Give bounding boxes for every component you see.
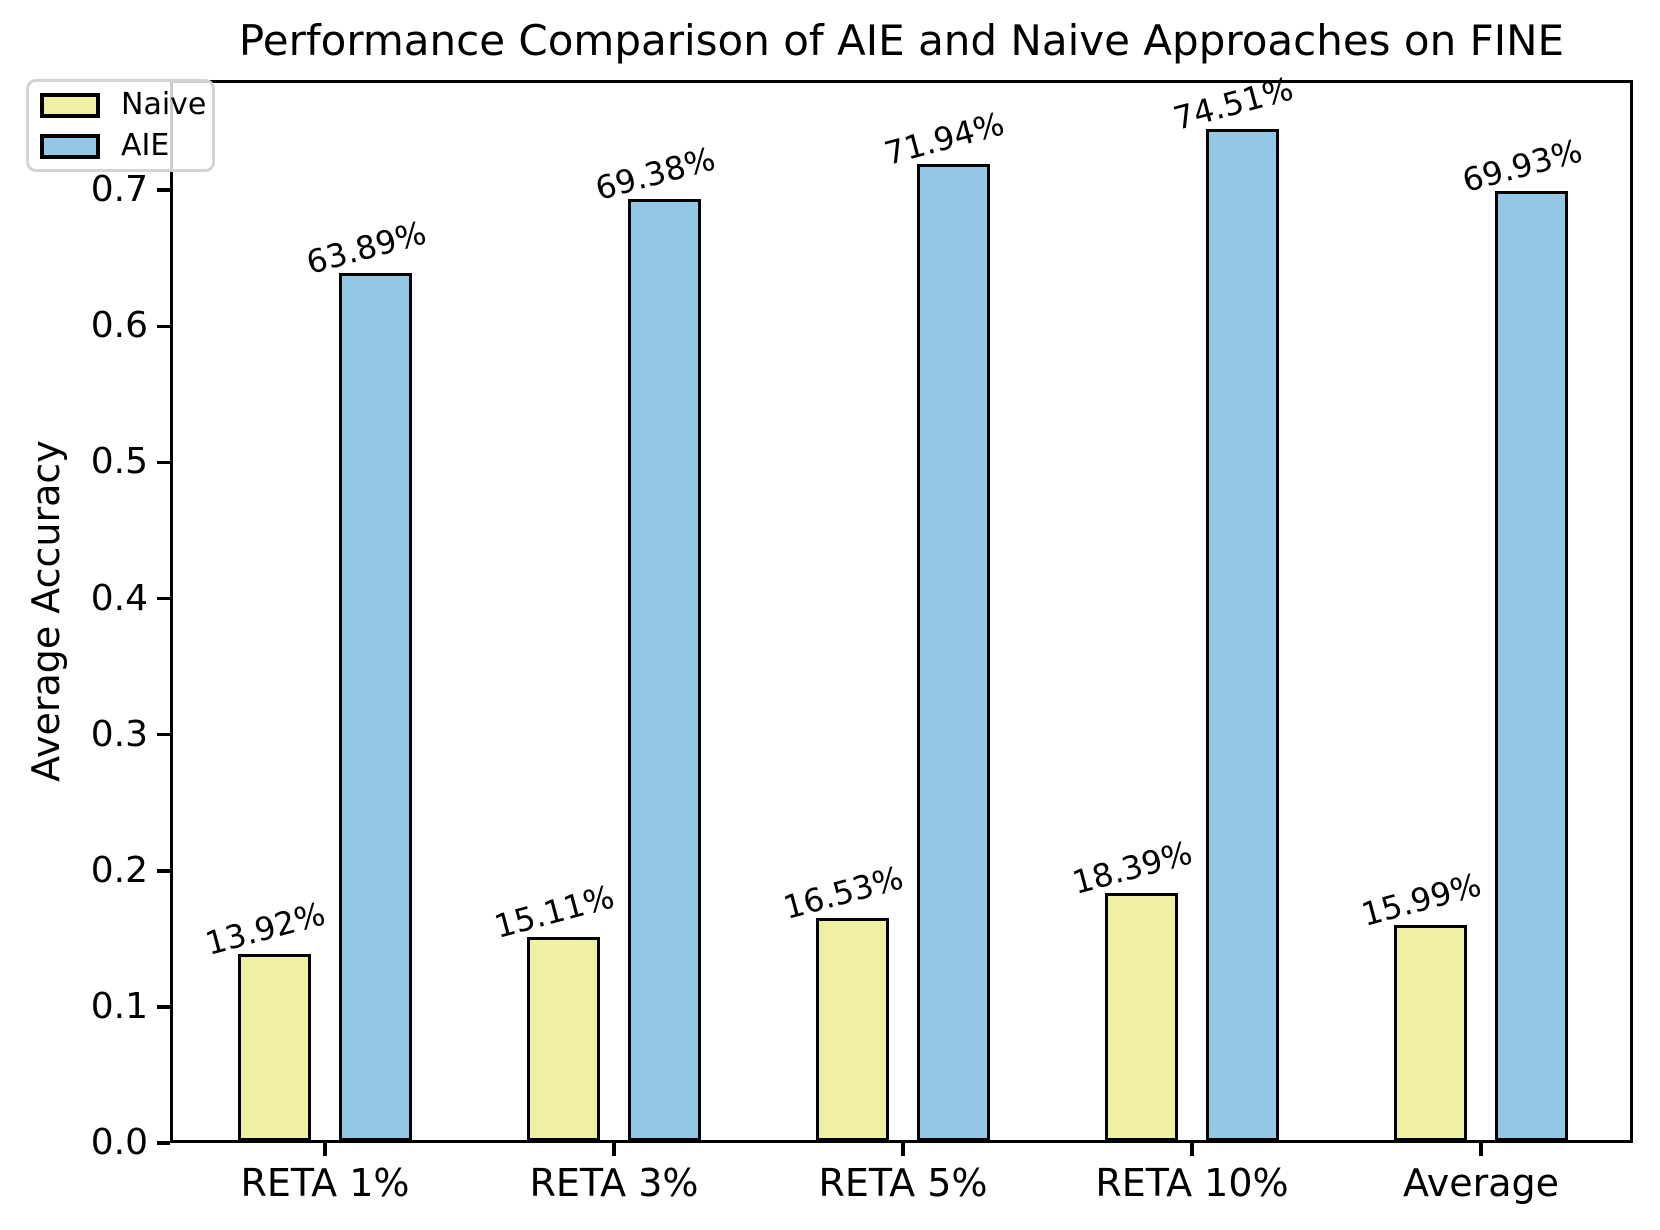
- legend-label-aie: AIE: [121, 128, 170, 163]
- y-tick-label: 0.6: [90, 305, 148, 347]
- x-tick-label-reta-5: RETA 5%: [818, 1161, 988, 1205]
- y-tick-mark: [157, 596, 170, 601]
- legend-item-naive: Naive: [40, 89, 212, 121]
- x-tick-label-reta-10: RETA 10%: [1095, 1161, 1289, 1205]
- y-tick-label: 0.7: [90, 169, 148, 211]
- legend-label-naive: Naive: [121, 87, 207, 122]
- x-tick-mark: [901, 1143, 905, 1156]
- y-tick-mark: [157, 460, 170, 465]
- x-tick-label-reta-1: RETA 1%: [240, 1161, 410, 1205]
- legend-item-aie: AIE: [40, 130, 212, 162]
- legend-swatch-aie-icon: [40, 133, 100, 159]
- bar-aie-reta-1: [339, 273, 412, 1141]
- bar-aie-reta-3: [628, 198, 701, 1141]
- bar-naive-reta-5: [816, 918, 889, 1141]
- x-tick-mark: [612, 1143, 616, 1156]
- x-tick-label-reta-3: RETA 3%: [529, 1161, 699, 1205]
- bar-naive-reta-1: [238, 953, 311, 1141]
- y-tick-label: 0.0: [90, 1122, 148, 1163]
- bar-naive-reta-10: [1105, 892, 1178, 1141]
- plot-area: [170, 80, 1633, 1143]
- bar-naive-reta-3: [527, 937, 600, 1141]
- y-tick-mark: [157, 188, 170, 192]
- y-tick-label: 0.5: [90, 441, 148, 483]
- y-tick-mark: [157, 732, 170, 737]
- y-tick-label: 0.1: [90, 985, 148, 1027]
- y-tick-label: 0.3: [90, 713, 148, 755]
- bar-aie-reta-10: [1206, 128, 1279, 1141]
- y-tick-mark: [157, 324, 170, 329]
- chart-title: Performance Comparison of AIE and Naive …: [238, 16, 1565, 65]
- y-tick-label: 0.2: [90, 849, 148, 891]
- bar-aie-average: [1495, 191, 1568, 1141]
- y-tick-mark: [157, 1005, 170, 1009]
- x-tick-mark: [1479, 1143, 1483, 1156]
- x-tick-mark: [323, 1143, 327, 1156]
- legend: Naive AIE: [26, 79, 215, 172]
- x-tick-mark: [1190, 1143, 1194, 1156]
- bar-naive-average: [1394, 925, 1467, 1141]
- y-tick-label: 0.4: [90, 577, 148, 619]
- y-tick-mark: [157, 869, 170, 873]
- bar-aie-reta-5: [917, 163, 990, 1141]
- x-tick-label-average: Average: [1402, 1161, 1560, 1205]
- y-tick-mark: [157, 1141, 170, 1145]
- legend-swatch-naive-icon: [40, 92, 100, 118]
